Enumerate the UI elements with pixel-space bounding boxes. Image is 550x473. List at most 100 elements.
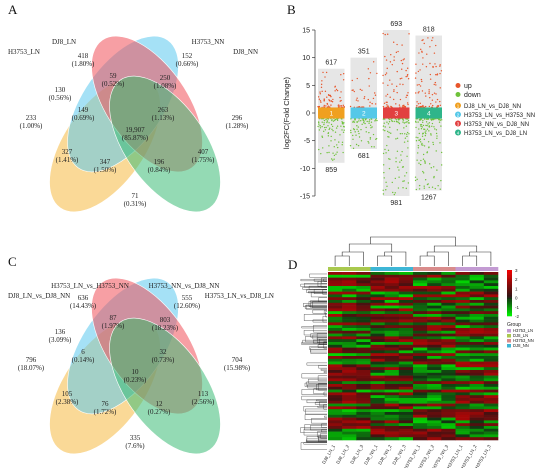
heatmap-cell [342,328,357,332]
heatmap-cell [483,389,499,393]
heatmap-cell [356,431,371,435]
up-point [351,89,353,92]
heatmap-cell [398,395,414,399]
down-point [357,144,360,147]
heatmap-cell [441,423,456,427]
down-point [384,129,386,132]
heatmap-cell [427,314,442,318]
heatmap-cell [384,428,400,432]
up-point [367,98,369,101]
heatmap-cell [398,353,414,357]
heatmap-cell [427,375,442,379]
venn-region-count: 71 [132,192,140,200]
heatmap-cell [413,322,428,326]
heatmap-cell [342,384,357,388]
down-point [401,166,404,168]
up-point [440,70,443,72]
down-point [368,142,370,144]
venn-set-label: H3753_NN [192,38,225,46]
heatmap-cell [328,398,343,402]
venn-region-percent: (18.23%) [152,324,179,332]
heatmap-cell [455,378,470,382]
heatmap-cell [427,339,442,343]
up-point [320,83,323,86]
up-point [391,83,393,85]
down-point [358,132,360,135]
heatmap-cell [398,291,414,295]
heatmap-cell [483,398,499,402]
up-point [384,55,386,58]
heatmap-cell [384,288,400,292]
up-point [422,57,424,59]
heatmap-cell [384,367,400,371]
heatmap-cell [483,316,499,320]
row-dendrogram-branch [314,401,327,405]
down-point [392,191,394,194]
heatmap-cell [370,356,385,360]
heatmap-cell [483,350,499,354]
up-point [420,48,422,51]
heatmap-cell [384,381,400,385]
heatmap-cell [413,431,428,435]
down-point [415,136,417,138]
down-point [419,138,422,141]
up-point [423,42,425,45]
down-point [439,119,441,122]
group-background [350,57,377,149]
heatmap-cell [384,283,400,287]
heatmap-cell [398,305,414,309]
up-point [396,43,398,46]
heatmap-cell [413,336,428,340]
heatmap-cell [413,311,428,315]
heatmap-cell [441,342,456,346]
up-point [419,85,422,87]
up-point [439,104,442,107]
down-point [341,129,343,131]
row-dendrogram-branch [311,418,327,424]
heatmap-cell [342,311,357,315]
down-point [401,150,403,153]
heatmap-cell [398,294,414,298]
down-point [436,169,438,171]
heatmap-cell [356,344,371,348]
heatmap-cell [370,417,385,421]
up-point [371,102,373,105]
heatmap-cell [328,372,343,376]
heatmap-cell [483,286,499,290]
heatmap-cell [469,431,485,435]
heatmap-cell [441,333,456,337]
row-dendrogram-branch [312,309,327,314]
down-point [406,135,408,138]
heatmap-cell [441,283,456,287]
up-point [432,66,434,68]
up-point [402,106,405,108]
color-scale-step [507,285,512,288]
heatmap-cell [384,386,400,390]
color-scale-tick: 2 [515,277,518,282]
heatmap-cell [356,437,371,441]
heatmap-cell [483,311,499,315]
down-point [430,167,432,169]
heatmap-cell [413,328,428,332]
heatmap-cell [469,322,485,326]
heatmap-cell [455,330,470,334]
group-color-cell [370,267,385,271]
heatmap-cell [342,356,357,360]
down-point [333,119,336,121]
up-point [334,86,336,88]
up-point [376,72,378,75]
down-point [343,122,345,124]
down-point [423,187,426,189]
down-point [339,134,341,136]
heatmap-cell [356,294,371,298]
heatmap-cell [441,420,456,424]
group-legend-swatch [507,339,511,343]
heatmap-cell [356,333,371,337]
heatmap-cell [441,403,456,407]
heatmap-cell [342,339,357,343]
row-dendrogram [300,273,327,450]
heatmap-cell [483,347,499,351]
heatmap-cell [427,294,442,298]
heatmap-cell [427,300,442,304]
up-point [429,46,431,48]
